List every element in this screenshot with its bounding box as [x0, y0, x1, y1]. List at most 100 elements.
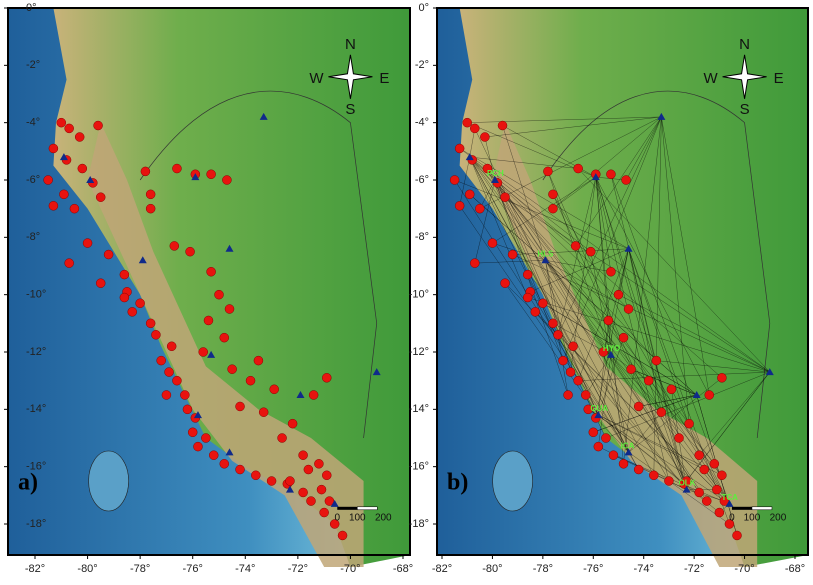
- event: [120, 293, 129, 302]
- event: [715, 508, 724, 517]
- event: [733, 531, 742, 540]
- event: [594, 442, 603, 451]
- lat-label: -4°: [415, 117, 429, 129]
- scale-label: 0: [335, 512, 341, 523]
- event: [320, 508, 329, 517]
- compass-letter: W: [309, 70, 324, 87]
- event: [236, 402, 245, 411]
- event: [304, 465, 313, 474]
- event: [569, 342, 578, 351]
- station-label: HLS: [537, 249, 554, 258]
- event: [270, 385, 279, 394]
- event: [634, 402, 643, 411]
- lon-label: -80°: [77, 563, 97, 575]
- lat-label: -10°: [409, 289, 429, 301]
- event: [455, 144, 464, 153]
- event: [75, 133, 84, 142]
- event: [220, 333, 229, 342]
- event: [94, 121, 103, 130]
- panel-label: a): [18, 470, 38, 496]
- event: [225, 305, 234, 314]
- event: [710, 459, 719, 468]
- event: [548, 190, 557, 199]
- event: [285, 477, 294, 486]
- event: [228, 365, 237, 374]
- event: [83, 239, 92, 248]
- lon-label: -82°: [432, 563, 452, 575]
- scale-label: 200: [375, 512, 392, 523]
- lat-label: -4°: [26, 117, 40, 129]
- event: [338, 531, 347, 540]
- event: [309, 391, 318, 400]
- event: [201, 434, 210, 443]
- panel-label: b): [447, 470, 468, 496]
- event: [207, 267, 216, 276]
- event: [581, 391, 590, 400]
- compass-letter: S: [740, 101, 750, 118]
- event: [475, 204, 484, 213]
- event: [96, 279, 105, 288]
- event: [288, 419, 297, 428]
- event: [480, 133, 489, 142]
- event: [267, 477, 276, 486]
- event: [65, 124, 74, 133]
- event: [49, 144, 58, 153]
- event: [49, 201, 58, 210]
- station-label: ICA: [621, 441, 635, 450]
- compass-letter: S: [345, 101, 355, 118]
- event: [259, 408, 268, 417]
- event: [548, 204, 557, 213]
- event: [157, 356, 166, 365]
- map-panel: PCHHLSHYOGUAICAOLKTCA0°-2°-4°-6°-8°-10°-…: [409, 2, 808, 575]
- event: [685, 419, 694, 428]
- event: [606, 170, 615, 179]
- event: [136, 299, 145, 308]
- lat-label: -6°: [415, 174, 429, 186]
- station-label: TCA: [721, 493, 738, 502]
- event: [627, 365, 636, 374]
- event: [463, 118, 472, 127]
- event: [186, 247, 195, 256]
- lat-label: -14°: [26, 403, 46, 415]
- event: [70, 204, 79, 213]
- event: [180, 391, 189, 400]
- lat-label: 0°: [418, 2, 429, 14]
- event: [609, 451, 618, 460]
- event: [299, 451, 308, 460]
- lat-label: 0°: [26, 2, 37, 14]
- event: [162, 391, 171, 400]
- lat-label: -16°: [409, 461, 429, 473]
- lon-label: -70°: [340, 563, 360, 575]
- event: [317, 485, 326, 494]
- scale-bar: [357, 507, 377, 510]
- lon-label: -74°: [235, 563, 255, 575]
- event: [501, 279, 510, 288]
- event: [470, 124, 479, 133]
- event: [204, 316, 213, 325]
- scale-label: 200: [770, 512, 787, 523]
- lat-label: -6°: [26, 174, 40, 186]
- lat-label: -18°: [409, 518, 429, 530]
- event: [538, 299, 547, 308]
- event: [586, 247, 595, 256]
- lat-label: -8°: [26, 231, 40, 243]
- event: [604, 316, 613, 325]
- lat-label: -12°: [409, 346, 429, 358]
- event: [170, 241, 179, 250]
- event: [151, 330, 160, 339]
- lon-label: -72°: [288, 563, 308, 575]
- event: [455, 201, 464, 210]
- event: [246, 376, 255, 385]
- event: [523, 293, 532, 302]
- compass-letter: W: [703, 70, 718, 87]
- lon-label: -68°: [785, 563, 805, 575]
- event: [488, 239, 497, 248]
- event: [470, 259, 479, 268]
- lon-label: -72°: [684, 563, 704, 575]
- lon-label: -78°: [130, 563, 150, 575]
- event: [695, 488, 704, 497]
- lat-label: -18°: [26, 518, 46, 530]
- event: [167, 342, 176, 351]
- event: [571, 241, 580, 250]
- compass-letter: E: [774, 70, 784, 87]
